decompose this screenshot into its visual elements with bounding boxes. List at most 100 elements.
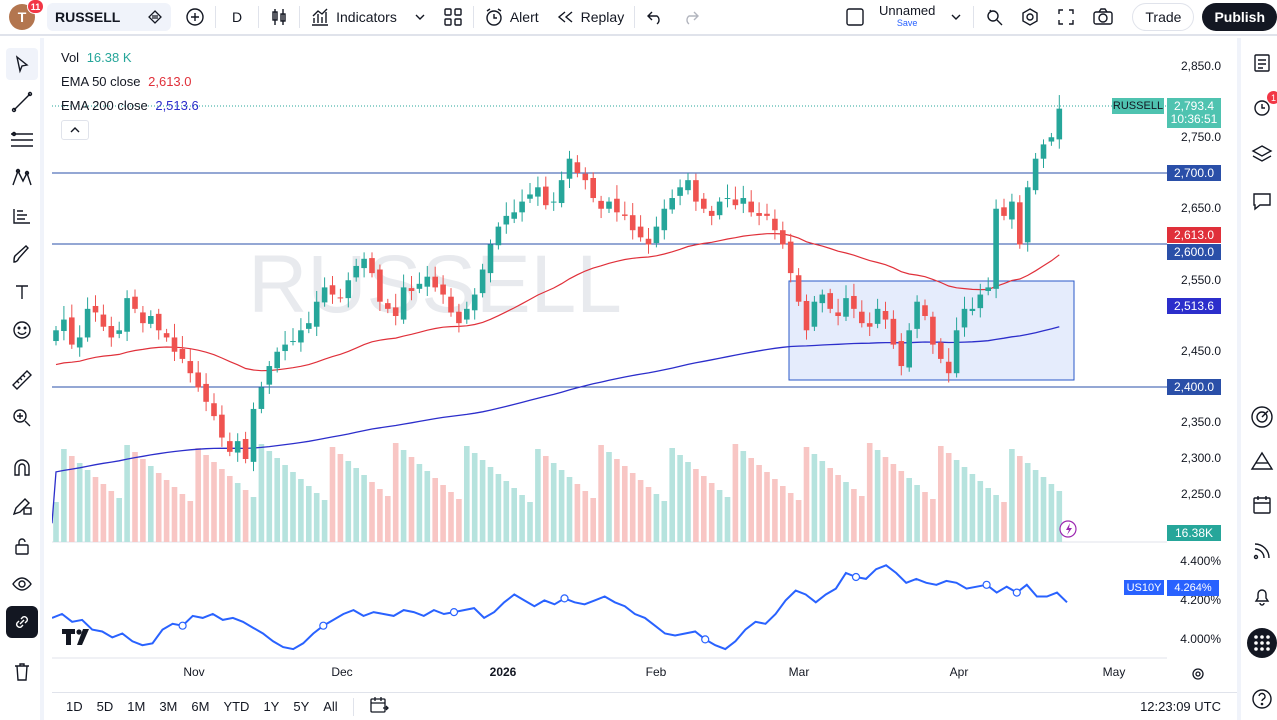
notifications-button[interactable] [1247,581,1277,611]
range-ytd[interactable]: YTD [223,699,250,714]
trade-button[interactable]: Trade [1132,3,1195,31]
news-button[interactable] [1247,536,1277,566]
collapse-legend-button[interactable] [61,120,89,140]
event-lightning-icon[interactable] [1059,520,1077,538]
range-1y[interactable]: 1Y [263,699,280,714]
volume-bar [424,471,431,542]
go-to-date-button[interactable] [362,696,396,717]
us10y-marker[interactable] [701,635,710,644]
chart-canvas[interactable]: RUSSELL Nov Dec 2026 Feb Mar Apr May [52,38,1167,688]
price-scale[interactable]: 2,850.0 2,750.0 2,650.0 2,550.0 2,450.0 … [1167,38,1233,688]
candle [495,222,502,250]
forecast-tool[interactable] [6,200,38,232]
indicators-icon [312,8,329,26]
candle [321,277,328,307]
divider [634,6,636,28]
us10y-marker[interactable] [560,594,569,603]
time-label: May [1103,665,1126,679]
utc-clock[interactable]: 12:23:09 UTC [1140,699,1221,714]
legend-row-ema50[interactable]: EMA 50 close 2,613.0 [61,70,199,94]
us10y-marker[interactable] [851,572,861,582]
chat-button[interactable] [1247,186,1277,216]
volume-bar [306,486,312,542]
user-avatar[interactable]: T 11 [9,0,44,30]
volume-bar [732,444,739,542]
candle [345,272,352,308]
symbol-search-button[interactable]: RUSSELL [47,3,171,31]
alerts-panel-button[interactable]: 1 [1247,90,1277,122]
object-tree-button[interactable] [1247,139,1277,169]
us10y-marker[interactable] [449,607,459,617]
lock-drawing-tool[interactable] [6,490,38,522]
us10y-marker[interactable] [178,621,187,630]
candle [219,405,225,447]
candle [574,155,581,178]
help-button[interactable] [1247,684,1277,714]
icon-tool[interactable] [6,314,38,346]
chart-type-button[interactable] [261,1,297,33]
redo-button[interactable] [673,1,709,33]
trend-line-tool[interactable] [6,86,38,118]
volume-bar [187,501,194,542]
zoom-tool[interactable] [6,402,38,434]
candle [250,402,257,472]
cursor-tool[interactable] [6,48,38,80]
fullscreen-button[interactable] [1048,1,1084,33]
us10y-marker[interactable] [982,580,991,589]
hotlists-button[interactable] [1247,402,1277,432]
fib-tool[interactable] [6,124,38,156]
us10y-marker[interactable] [319,621,328,630]
publish-button[interactable]: Publish [1202,3,1277,31]
alert-button[interactable]: Alert [476,1,547,33]
brush-tool[interactable] [6,238,38,270]
range-1d[interactable]: 1D [66,699,83,714]
legend-row-volume[interactable]: Vol 16.38 K [61,46,199,70]
candle [503,202,510,234]
snapshot-button[interactable] [1084,1,1122,33]
screener-button[interactable] [1247,446,1277,476]
indicators-button[interactable]: Indicators [302,1,435,33]
candle [780,221,786,249]
layout-checkbox[interactable] [837,1,873,33]
text-tool[interactable] [6,276,38,308]
replay-button[interactable]: Replay [547,1,633,33]
range-all[interactable]: All [323,699,338,714]
time-label: Feb [646,665,667,679]
visibility-tool[interactable] [6,568,38,600]
candle [385,298,391,314]
range-3m[interactable]: 3M [159,699,178,714]
layouts-button[interactable] [435,1,471,33]
delete-tool[interactable] [6,656,38,688]
link-tool[interactable] [6,606,38,638]
apps-button[interactable] [1247,628,1277,658]
volume-bar [511,488,517,542]
layout-name-button[interactable]: Unnamed Save [873,4,941,29]
pattern-tool[interactable] [6,162,38,194]
settings-gear-icon[interactable] [1190,666,1206,682]
undo-button[interactable] [637,1,673,33]
magnet-tool[interactable] [6,452,38,484]
interval-button[interactable]: D [218,1,256,33]
calendar-button[interactable] [1247,490,1277,520]
range-6m[interactable]: 6M [191,699,210,714]
us10y-marker[interactable] [1012,588,1021,597]
range-1m[interactable]: 1M [127,699,146,714]
candle [163,328,170,342]
measure-tool[interactable] [6,364,38,396]
price-tick: 2,300.0 [1180,451,1221,465]
forecast-icon [13,209,30,224]
volume-bar [645,487,652,542]
candle [622,201,628,221]
range-5y[interactable]: 5Y [293,699,310,714]
quick-search-button[interactable] [976,1,1012,33]
settings-button[interactable] [1012,1,1048,33]
cursor-icon [15,55,29,74]
add-symbol-button[interactable] [177,1,213,33]
volume-bar [464,446,470,542]
range-5d[interactable]: 5D [96,699,114,714]
layout-menu-button[interactable] [941,1,971,33]
watchlist-button[interactable] [1247,48,1277,78]
legend-row-ema200[interactable]: EMA 200 close 2,513.6 [61,94,199,118]
lock-tool[interactable] [6,530,38,562]
candle [795,268,802,306]
